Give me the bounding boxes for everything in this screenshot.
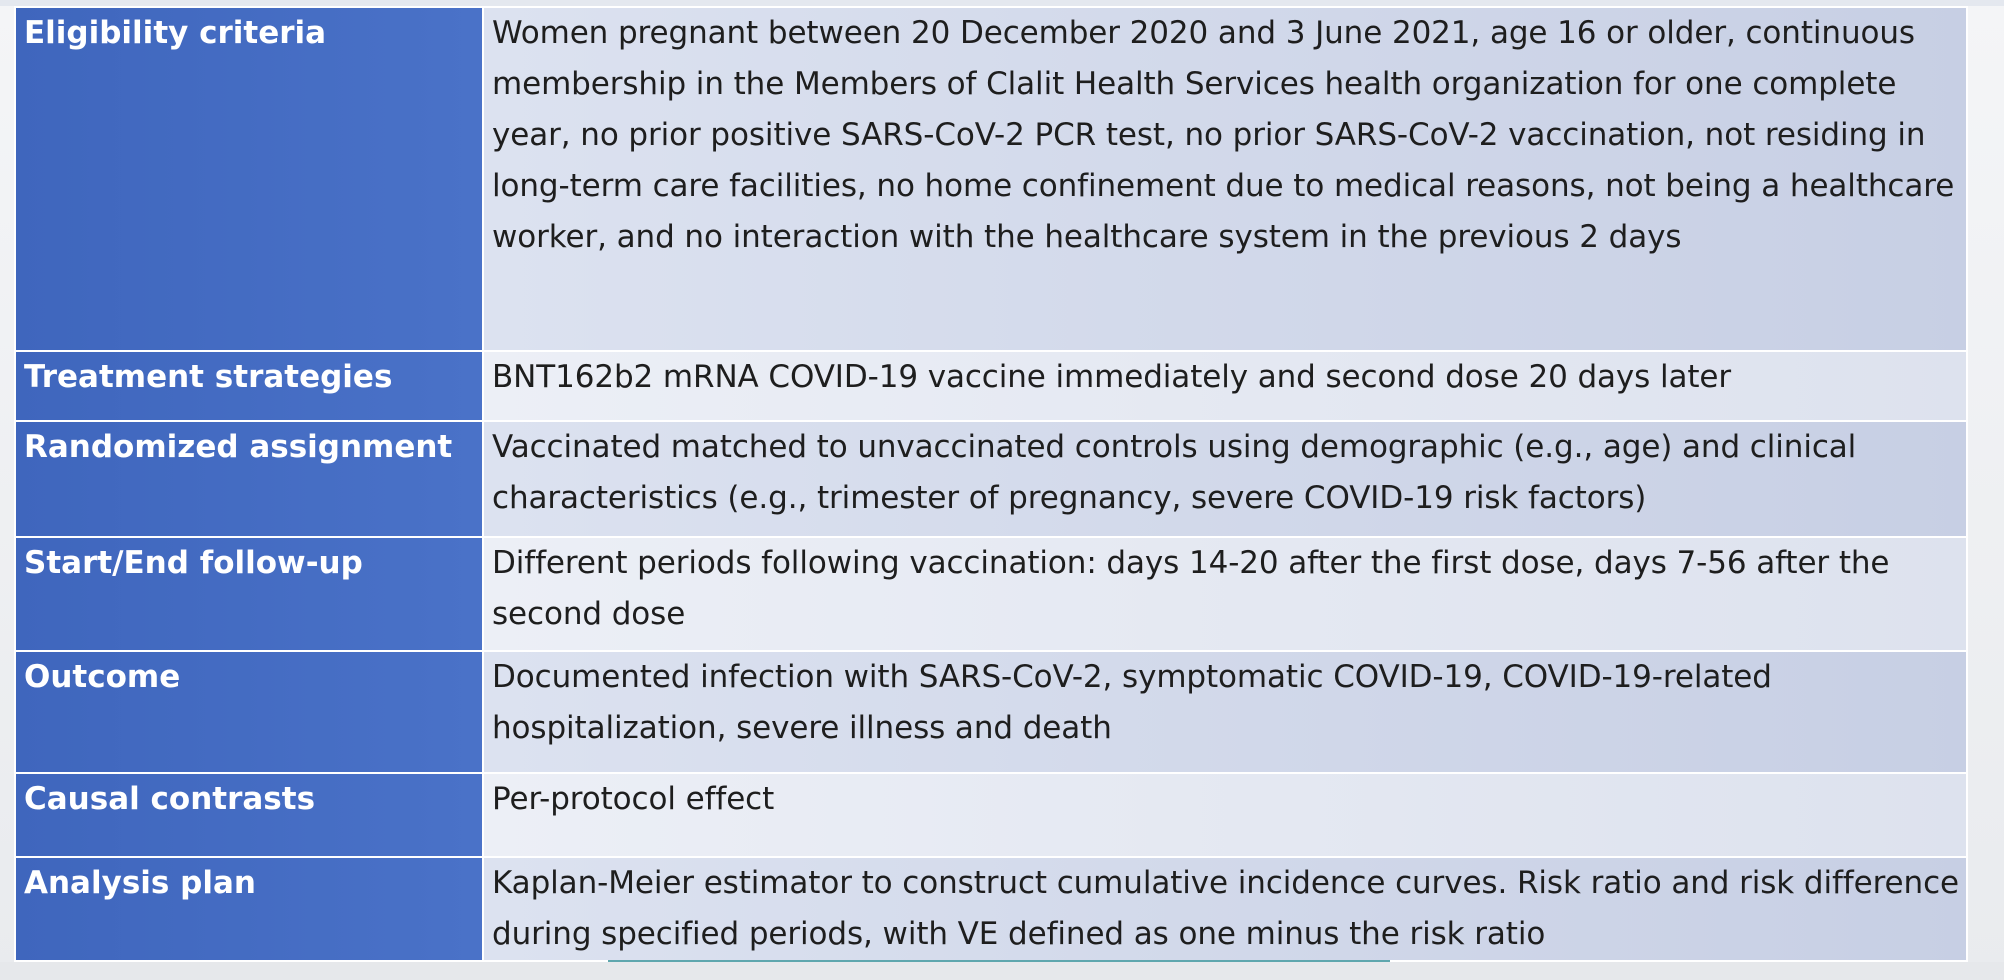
row-value: Women pregnant between 20 December 2020 … xyxy=(492,15,1955,255)
row-value-cell: Per-protocol effect xyxy=(482,772,1968,858)
row-label: Start/End follow-up xyxy=(24,545,363,581)
row-value-cell: Different periods following vaccination:… xyxy=(482,536,1968,652)
row-value-cell: Vaccinated matched to unvaccinated contr… xyxy=(482,420,1968,538)
row-value-cell: Documented infection with SARS-CoV-2, sy… xyxy=(482,650,1968,774)
row-label-cell: Treatment strategies xyxy=(14,350,484,422)
row-value: BNT162b2 mRNA COVID-19 vaccine immediate… xyxy=(492,359,1732,395)
row-label: Eligibility criteria xyxy=(24,15,327,51)
annotation-underline xyxy=(608,960,1390,962)
row-label: Outcome xyxy=(24,659,181,695)
row-label: Treatment strategies xyxy=(24,359,393,395)
row-value-cell: BNT162b2 mRNA COVID-19 vaccine immediate… xyxy=(482,350,1968,422)
target-trial-protocol-table: Eligibility criteria Women pregnant betw… xyxy=(14,6,1968,962)
table-row: Causal contrasts Per-protocol effect xyxy=(14,772,1968,858)
table-row: Outcome Documented infection with SARS-C… xyxy=(14,650,1968,774)
row-label: Randomized assignment xyxy=(24,429,453,465)
row-value: Different periods following vaccination:… xyxy=(492,545,1890,632)
row-value: Vaccinated matched to unvaccinated contr… xyxy=(492,429,1857,516)
bottom-margin xyxy=(0,962,2004,980)
row-value: Documented infection with SARS-CoV-2, sy… xyxy=(492,659,1772,746)
top-edge-strip xyxy=(0,0,2004,6)
row-label-cell: Eligibility criteria xyxy=(14,6,484,352)
row-label-cell: Outcome xyxy=(14,650,484,774)
row-value-cell: Kaplan-Meier estimator to construct cumu… xyxy=(482,856,1968,962)
row-label-cell: Start/End follow-up xyxy=(14,536,484,652)
table-row: Randomized assignment Vaccinated matched… xyxy=(14,420,1968,538)
row-value: Kaplan-Meier estimator to construct cumu… xyxy=(492,865,1959,952)
table-row: Treatment strategies BNT162b2 mRNA COVID… xyxy=(14,350,1968,422)
row-label-cell: Analysis plan xyxy=(14,856,484,962)
table-row: Analysis plan Kaplan-Meier estimator to … xyxy=(14,856,1968,962)
table-row: Start/End follow-up Different periods fo… xyxy=(14,536,1968,652)
table-row: Eligibility criteria Women pregnant betw… xyxy=(14,6,1968,352)
row-label: Causal contrasts xyxy=(24,781,316,817)
row-label: Analysis plan xyxy=(24,865,256,901)
row-label-cell: Causal contrasts xyxy=(14,772,484,858)
row-label-cell: Randomized assignment xyxy=(14,420,484,538)
row-value: Per-protocol effect xyxy=(492,781,775,817)
row-value-cell: Women pregnant between 20 December 2020 … xyxy=(482,6,1968,352)
